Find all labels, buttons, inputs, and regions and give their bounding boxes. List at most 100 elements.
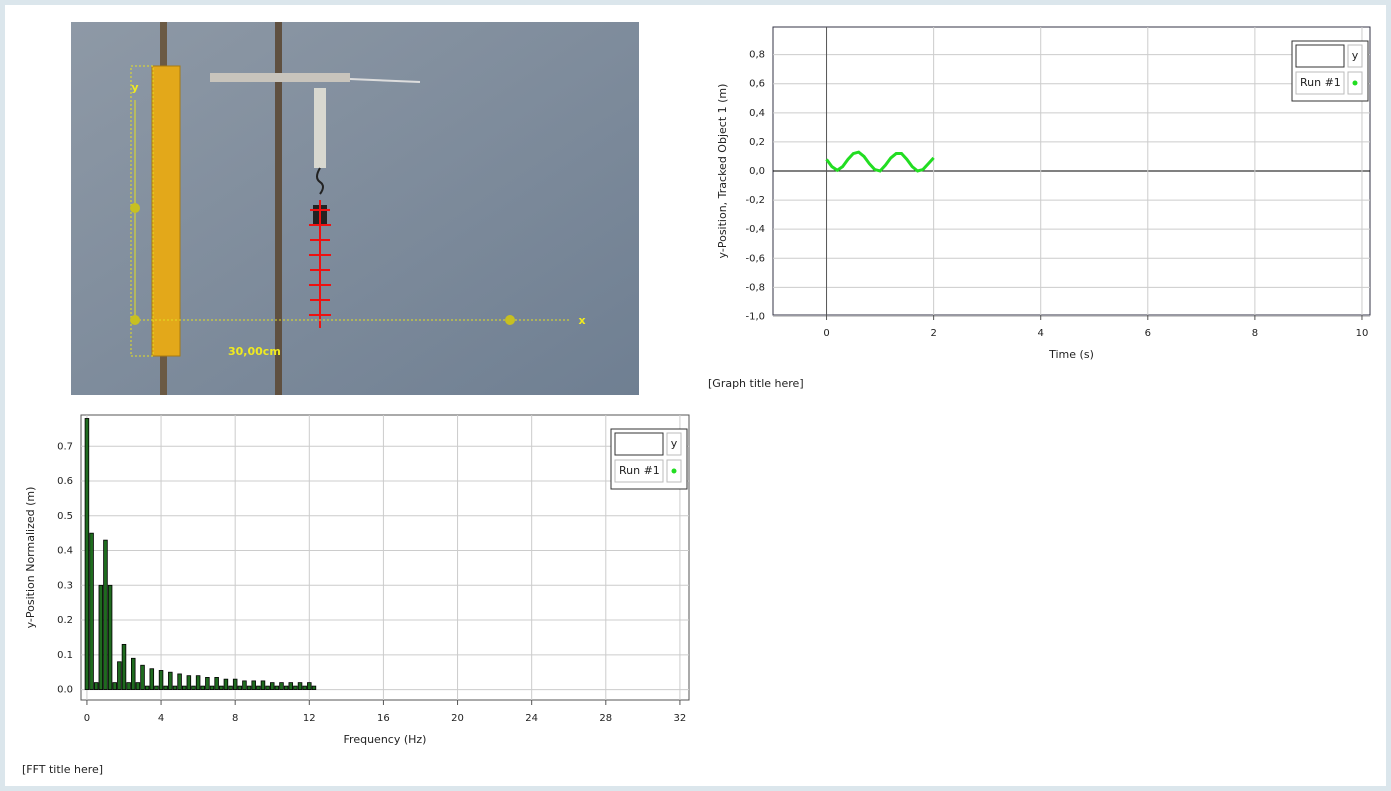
spring [314, 88, 326, 168]
length-label: 30,00cm [228, 345, 281, 358]
caption: [Graph title here] [708, 377, 804, 390]
bar [196, 676, 200, 690]
bar [229, 686, 233, 689]
plot-area [81, 415, 689, 700]
bar [85, 418, 89, 689]
bar [201, 686, 205, 689]
x-tick-label: 12 [303, 713, 316, 724]
bar [206, 677, 210, 689]
bar [164, 686, 168, 689]
bar [118, 662, 122, 690]
x-tick-label: 6 [1145, 328, 1151, 339]
bar [261, 681, 265, 690]
bar [307, 683, 311, 690]
x-tick-label: 0 [823, 328, 829, 339]
bar [243, 681, 247, 690]
x-tick-label: 10 [1356, 328, 1369, 339]
legend-entry: Run #1 [619, 464, 660, 477]
axis-label: x [578, 314, 585, 327]
bar [219, 686, 223, 689]
bar [238, 686, 242, 689]
x-tick-label: 32 [674, 713, 687, 724]
x-axis-label: Time (s) [1048, 348, 1094, 361]
y-tick-label: -1,0 [745, 311, 765, 322]
screen: y x 30,00cm -1,0-0,8-0,6-0,4-0,20,00,20,… [0, 0, 1391, 791]
bar [173, 686, 177, 689]
bar [145, 686, 149, 689]
bar [127, 683, 131, 690]
bar [192, 686, 196, 689]
y-axis-label: y-Position Normalized (m) [24, 487, 37, 629]
point [130, 203, 140, 213]
y-tick-label: 0.0 [57, 685, 73, 696]
legend-field [615, 433, 663, 455]
y-tick-label: 0.2 [57, 615, 73, 626]
x-tick-label: 28 [599, 713, 612, 724]
bar [113, 683, 117, 690]
bar [150, 669, 154, 690]
bar [94, 683, 98, 690]
y-tick-label: 0.7 [57, 441, 73, 452]
bar [298, 683, 302, 690]
y-tick-label: 0,8 [749, 50, 765, 61]
bar [215, 677, 219, 689]
legend-entry: Run #1 [1300, 76, 1341, 89]
x-tick-label: 24 [525, 713, 538, 724]
clamp [210, 73, 350, 82]
bar [289, 683, 293, 690]
x-tick-label: 2 [930, 328, 936, 339]
caption: [FFT title here] [22, 763, 103, 776]
bar [122, 644, 126, 689]
bar [131, 658, 135, 689]
bar [136, 683, 140, 690]
bar [90, 533, 94, 689]
y-tick-label: 0.6 [57, 476, 73, 487]
bar [284, 686, 288, 689]
bar [210, 686, 214, 689]
video-frame: y x 30,00cm [71, 22, 639, 395]
legend-title: y [1352, 49, 1359, 62]
bar [187, 676, 191, 690]
x-tick-label: 20 [451, 713, 464, 724]
y-tick-label: 0.1 [57, 650, 73, 661]
y-tick-label: -0,2 [745, 195, 765, 206]
y-tick-label: -0,4 [745, 224, 765, 235]
bar [159, 670, 163, 689]
bar [312, 686, 316, 689]
y-tick-label: 0.5 [57, 511, 73, 522]
bar [270, 683, 274, 690]
bar [178, 674, 182, 690]
x-tick-label: 8 [232, 713, 238, 724]
point [505, 315, 515, 325]
bar [294, 686, 298, 689]
y-tick-label: -0,8 [745, 282, 765, 293]
bar [104, 540, 108, 689]
y-tick-label: 0.4 [57, 546, 73, 557]
bar [141, 665, 145, 689]
x-axis-label: Frequency (Hz) [344, 733, 427, 746]
legend-swatch [1353, 81, 1358, 86]
axis-label: y [131, 81, 138, 94]
ruler [152, 66, 180, 356]
y-tick-label: 0,0 [749, 166, 765, 177]
x-tick-label: 8 [1252, 328, 1258, 339]
y-tick-label: -0,6 [745, 253, 765, 264]
bar [280, 683, 284, 690]
bar [233, 679, 237, 689]
legend-title: y [671, 437, 678, 450]
bar [247, 686, 251, 689]
legend-swatch [672, 469, 677, 474]
page: y x 30,00cm -1,0-0,8-0,6-0,4-0,20,00,20,… [0, 0, 1391, 791]
bar [256, 686, 260, 689]
bar [266, 686, 270, 689]
y-axis-label: y-Position, Tracked Object 1 (m) [716, 84, 729, 259]
bar [275, 686, 279, 689]
y-tick-label: 0.3 [57, 580, 73, 591]
bar [155, 686, 159, 689]
x-tick-label: 16 [377, 713, 390, 724]
bar [303, 686, 307, 689]
bar [182, 686, 186, 689]
x-tick-label: 4 [158, 713, 164, 724]
legend-field [1296, 45, 1344, 67]
origin [130, 315, 140, 325]
